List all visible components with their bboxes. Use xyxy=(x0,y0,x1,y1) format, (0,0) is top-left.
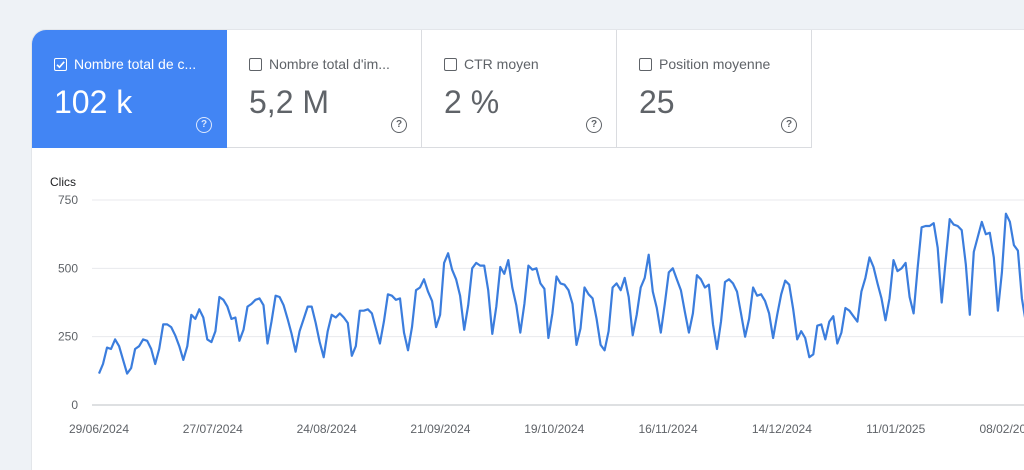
x-tick-label: 29/06/2024 xyxy=(69,422,129,436)
x-tick-label: 08/02/2025 xyxy=(979,422,1024,436)
series-line-clicks xyxy=(97,212,1024,375)
metric-tabs: Nombre total de c... 102 k ? Nombre tota… xyxy=(32,30,812,148)
metric-header: Position moyenne xyxy=(639,56,799,72)
metric-header: Nombre total de c... xyxy=(54,56,214,72)
x-tick-label: 24/08/2024 xyxy=(297,422,357,436)
performance-card: Nombre total de c... 102 k ? Nombre tota… xyxy=(32,30,1024,470)
metric-total-impressions[interactable]: Nombre total d'im... 5,2 M ? xyxy=(227,30,422,148)
x-tick-label: 16/11/2024 xyxy=(638,422,697,436)
metric-header: CTR moyen xyxy=(444,56,604,72)
y-axis-label: Clics xyxy=(50,175,76,189)
metric-value: 102 k xyxy=(54,84,133,120)
checkbox-checked-icon[interactable] xyxy=(54,57,67,71)
metric-total-clicks[interactable]: Nombre total de c... 102 k ? xyxy=(32,30,227,148)
help-icon[interactable]: ? xyxy=(196,117,212,133)
metric-value: 5,2 M xyxy=(249,84,330,120)
checkbox-icon[interactable] xyxy=(444,57,457,71)
y-tick-label: 500 xyxy=(58,261,78,275)
metric-average-position[interactable]: Position moyenne 25 ? xyxy=(617,30,812,148)
help-icon[interactable]: ? xyxy=(781,117,797,133)
y-tick-label: 250 xyxy=(58,330,78,344)
y-tick-label: 0 xyxy=(71,398,78,412)
metric-header: Nombre total d'im... xyxy=(249,56,409,72)
x-tick-label: 14/12/2024 xyxy=(752,422,812,436)
metric-average-ctr[interactable]: CTR moyen 2 % ? xyxy=(422,30,617,148)
x-tick-label: 11/01/2025 xyxy=(866,422,925,436)
x-tick-label: 19/10/2024 xyxy=(524,422,584,436)
checkbox-icon[interactable] xyxy=(249,57,262,71)
checkbox-icon[interactable] xyxy=(639,57,652,71)
help-icon[interactable]: ? xyxy=(586,117,602,133)
help-icon[interactable]: ? xyxy=(391,117,407,133)
clicks-line-chart: Clics 0 250 500 750 29/06/2024 27/07/2024 24/… xyxy=(50,175,1024,436)
x-tick-label: 21/09/2024 xyxy=(410,422,470,436)
metric-value: 2 % xyxy=(444,84,500,120)
x-tick-label: 27/07/2024 xyxy=(183,422,243,436)
y-tick-label: 750 xyxy=(58,193,78,207)
metric-value: 25 xyxy=(639,84,675,120)
